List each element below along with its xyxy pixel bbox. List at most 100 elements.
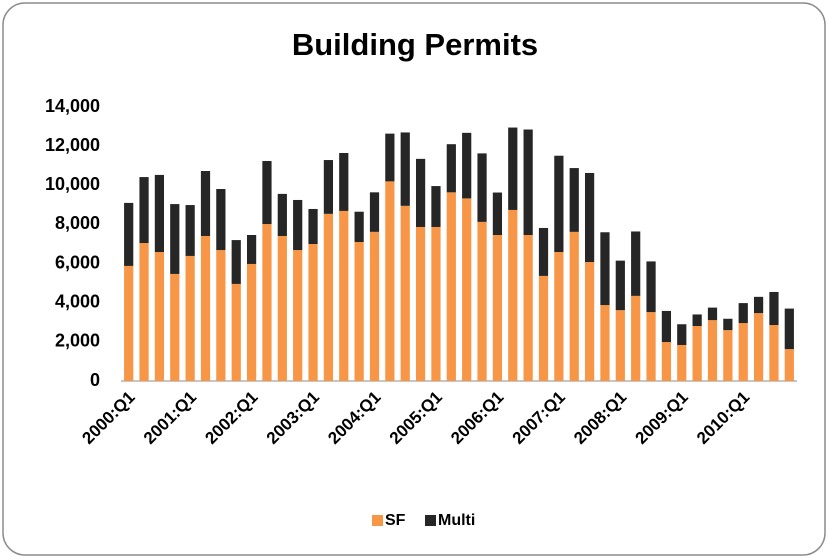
bar-segment <box>769 325 779 381</box>
bar-segment <box>661 310 672 343</box>
bar-segment <box>692 314 702 327</box>
bar-segment <box>385 181 395 381</box>
bar-segment <box>723 330 733 381</box>
y-tick-label: 0 <box>90 370 100 390</box>
bar-segment <box>323 213 334 381</box>
legend-label: Multi <box>438 512 475 529</box>
bar-segment <box>339 152 349 211</box>
y-tick-label: 12,000 <box>45 135 100 155</box>
bar-segment <box>462 132 472 199</box>
bar-segment <box>369 231 380 381</box>
bar-segment <box>415 158 426 227</box>
bar-segment <box>246 263 257 381</box>
bar-segment <box>385 133 395 182</box>
bar-segment <box>631 295 641 381</box>
bar-segment <box>646 261 656 313</box>
bar-segment <box>753 296 764 314</box>
bar-segment <box>170 273 180 381</box>
bar-segment <box>139 243 149 381</box>
bar-segment <box>769 291 779 326</box>
bar-segment <box>523 234 533 381</box>
bar-segment <box>293 199 303 251</box>
bar-segment <box>723 318 733 331</box>
bar-segment <box>554 252 564 381</box>
bar-segment <box>185 255 195 381</box>
bar-segment <box>692 326 702 381</box>
bar-segment <box>492 234 503 381</box>
bar-segment <box>646 312 656 381</box>
bar-segment <box>584 262 595 381</box>
y-tick-label: 6,000 <box>55 252 100 272</box>
bar-segment <box>600 232 610 306</box>
bar-segment <box>677 344 687 381</box>
bar-segment <box>538 227 549 276</box>
y-tick-label: 10,000 <box>45 174 100 194</box>
bar-segment <box>477 153 487 222</box>
bar-segment <box>431 186 441 227</box>
y-tick-label: 2,000 <box>55 331 100 351</box>
bar-segment <box>462 198 472 381</box>
bar-segment <box>661 342 672 381</box>
bar-segment <box>216 189 226 251</box>
bar-segment <box>707 307 718 321</box>
bar-segment <box>753 313 764 381</box>
bar-segment <box>738 303 748 324</box>
bar-segment <box>200 235 211 381</box>
bar-segment <box>569 231 579 381</box>
bar-segment <box>508 209 518 381</box>
legend-label: SF <box>385 512 406 529</box>
bar-segment <box>400 132 410 206</box>
bar-segment <box>584 172 595 263</box>
bar-segment <box>523 129 533 235</box>
bar-segment <box>569 168 579 232</box>
bar-segment <box>431 226 441 381</box>
bar-segment <box>446 144 456 193</box>
bar-segment <box>354 242 364 381</box>
bar-segment <box>631 231 641 296</box>
y-tick-label: 4,000 <box>55 291 100 311</box>
bar-segment <box>339 210 349 381</box>
bar-segment <box>139 177 149 244</box>
bar-segment <box>554 155 564 253</box>
bar-segment <box>538 275 549 381</box>
bar-segment <box>400 205 410 381</box>
bar-segment <box>354 211 364 243</box>
chart-title: Building Permits <box>292 27 538 62</box>
bar-segment <box>262 224 272 381</box>
legend-swatch <box>425 515 436 526</box>
bar-segment <box>154 174 165 253</box>
bar-segment <box>308 244 318 381</box>
bar-segment <box>600 305 610 381</box>
bar-segment <box>615 310 625 381</box>
bar-segment <box>615 260 625 311</box>
bar-segment <box>492 192 503 235</box>
bar-segment <box>738 323 748 381</box>
bar-segment <box>277 235 287 381</box>
bar-segment <box>308 208 318 244</box>
bar-segment <box>477 221 487 381</box>
bar-segment <box>293 250 303 381</box>
bar-segment <box>262 161 272 225</box>
legend-swatch <box>372 515 383 526</box>
bar-segment <box>415 226 426 381</box>
bar-segment <box>323 160 334 214</box>
bar-segment <box>446 192 456 381</box>
bar-segment <box>277 193 287 236</box>
bar-segment <box>185 205 195 256</box>
bar-segment <box>231 283 241 381</box>
bar-segment <box>200 170 211 236</box>
bar-segment <box>124 202 134 266</box>
y-tick-label: 14,000 <box>45 96 100 116</box>
bar-segment <box>784 349 794 381</box>
bar-segment <box>124 265 134 381</box>
bar-segment <box>170 204 180 274</box>
bar-segment <box>784 308 794 350</box>
bar-segment <box>216 250 226 381</box>
bar-segment <box>369 192 380 232</box>
bar-segment <box>154 252 165 381</box>
bar-segment <box>707 320 718 381</box>
bar-segment <box>508 127 518 210</box>
y-tick-label: 8,000 <box>55 213 100 233</box>
